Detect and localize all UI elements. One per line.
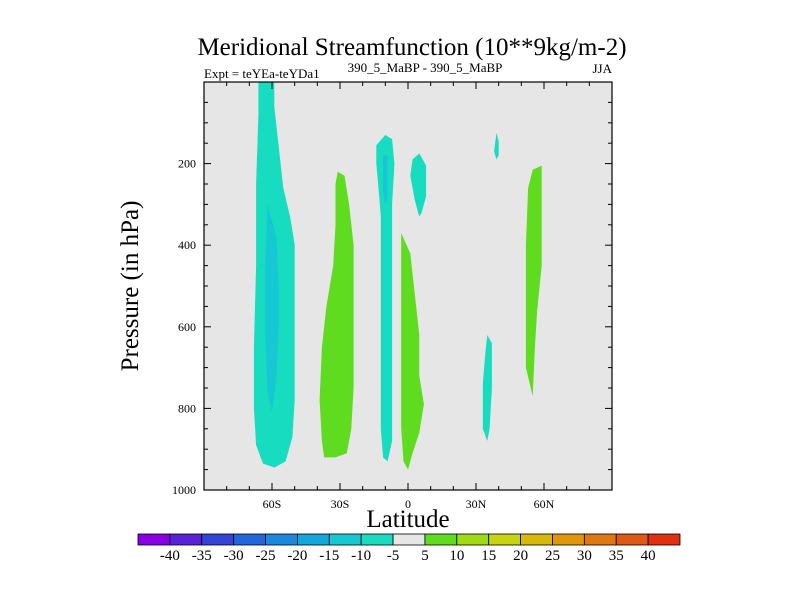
colorbar-box — [265, 533, 298, 546]
y-tick-label: 400 — [178, 238, 196, 252]
colorbar-box — [328, 533, 362, 546]
contour-region-9 — [482, 335, 492, 441]
x-axis: 60S 30S 0 30N 60N — [203, 82, 613, 511]
x-tick-label: 30S — [331, 497, 350, 511]
colorbar-label: -30 — [224, 548, 244, 564]
contour-region-10 — [525, 165, 542, 397]
colorbar-label: -40 — [160, 548, 180, 564]
x-tick-label: 60N — [534, 497, 555, 511]
colorbar-label: 30 — [577, 548, 592, 564]
contour-region-4 — [376, 135, 395, 462]
y-tick-label: 200 — [178, 157, 196, 171]
colorbar-label: 20 — [513, 548, 528, 564]
colorbar-box — [201, 533, 235, 546]
subtitle-season: JJA — [592, 61, 612, 76]
colorbar-box — [552, 533, 585, 546]
x-tick-label: 0 — [405, 497, 411, 511]
colorbar-box — [647, 533, 681, 546]
y-tick-label: 600 — [178, 320, 196, 334]
colorbar-box — [456, 533, 490, 546]
contour-region-3 — [319, 171, 354, 458]
colorbar-box — [488, 533, 521, 546]
colorbar-label: -5 — [387, 548, 400, 564]
contour-region-7 — [401, 233, 424, 470]
colorbar-label: -25 — [256, 548, 276, 564]
colorbar-box — [169, 533, 203, 546]
colorbar-label: -35 — [192, 548, 212, 564]
colorbar-label: 40 — [641, 548, 656, 564]
contour-region-5 — [383, 155, 388, 205]
y-tick-label: 1000 — [172, 483, 196, 497]
contour-region-8 — [494, 133, 499, 160]
y-tick-label: 800 — [178, 401, 196, 415]
colorbar-label: 25 — [545, 548, 560, 564]
colorbar-label: 5 — [421, 548, 429, 564]
y-axis-label: Pressure (in hPa) — [117, 201, 144, 372]
colorbar-label: -10 — [351, 548, 371, 564]
colorbar-box — [137, 533, 171, 546]
x-tick-label: 60S — [263, 497, 282, 511]
colorbar-box — [583, 533, 617, 546]
contour-region-2 — [265, 204, 279, 413]
y-axis: 200 400 600 800 1000 — [172, 81, 612, 497]
subtitle-experiment: Expt = teYEa-teYDa1 — [204, 66, 320, 81]
chart-title: Meridional Streamfunction (10**9kg/m-2) — [197, 34, 626, 61]
colorbar-box — [360, 533, 394, 546]
x-tick-label: 30N — [466, 497, 487, 511]
colorbar-label: 10 — [449, 548, 464, 564]
contour-region-6 — [410, 153, 427, 217]
colorbar: -40 -35 -30 -25 -20 -15 -10 -5 5 10 15 20 25 30 35 40 — [137, 533, 681, 564]
colorbar-label: 35 — [609, 548, 624, 564]
subtitle-periods: 390_5_MaBP - 390_5_MaBP — [348, 60, 503, 75]
colorbar-label: -15 — [319, 548, 339, 564]
colorbar-label: 15 — [481, 548, 496, 564]
colorbar-box — [297, 533, 330, 546]
colorbar-box — [233, 533, 266, 546]
colorbar-label: -20 — [287, 548, 307, 564]
colorbar-box — [615, 533, 649, 546]
contour-regions — [253, 82, 542, 470]
colorbar-box — [392, 533, 426, 546]
colorbar-box — [520, 533, 553, 546]
x-axis-label: Latitude — [366, 506, 449, 533]
colorbar-box — [424, 533, 458, 546]
